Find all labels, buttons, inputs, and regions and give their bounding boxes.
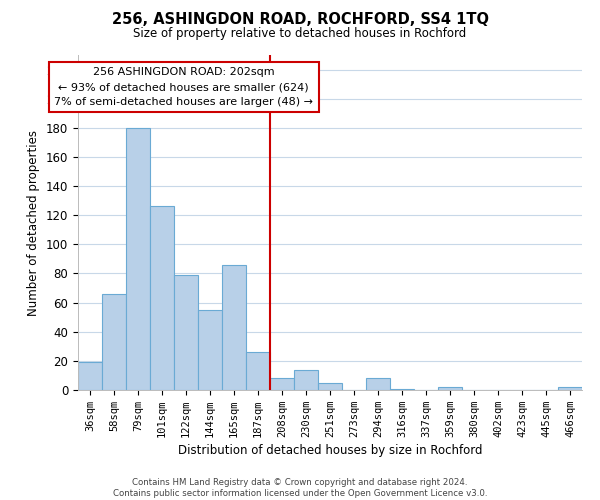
Bar xyxy=(78,362,102,390)
Bar xyxy=(174,275,198,390)
Text: 256 ASHINGDON ROAD: 202sqm
← 93% of detached houses are smaller (624)
7% of semi: 256 ASHINGDON ROAD: 202sqm ← 93% of deta… xyxy=(54,67,313,107)
Bar xyxy=(126,128,150,390)
Bar xyxy=(438,387,462,390)
Y-axis label: Number of detached properties: Number of detached properties xyxy=(28,130,40,316)
Bar xyxy=(270,378,294,390)
Bar xyxy=(102,294,126,390)
Bar xyxy=(390,388,414,390)
Bar xyxy=(222,264,246,390)
Text: Size of property relative to detached houses in Rochford: Size of property relative to detached ho… xyxy=(133,28,467,40)
Bar xyxy=(318,382,342,390)
Text: 256, ASHINGDON ROAD, ROCHFORD, SS4 1TQ: 256, ASHINGDON ROAD, ROCHFORD, SS4 1TQ xyxy=(112,12,488,28)
Bar xyxy=(198,310,222,390)
Bar xyxy=(294,370,318,390)
X-axis label: Distribution of detached houses by size in Rochford: Distribution of detached houses by size … xyxy=(178,444,482,457)
Bar xyxy=(150,206,174,390)
Text: Contains HM Land Registry data © Crown copyright and database right 2024.
Contai: Contains HM Land Registry data © Crown c… xyxy=(113,478,487,498)
Bar xyxy=(558,387,582,390)
Bar xyxy=(366,378,390,390)
Bar xyxy=(246,352,270,390)
